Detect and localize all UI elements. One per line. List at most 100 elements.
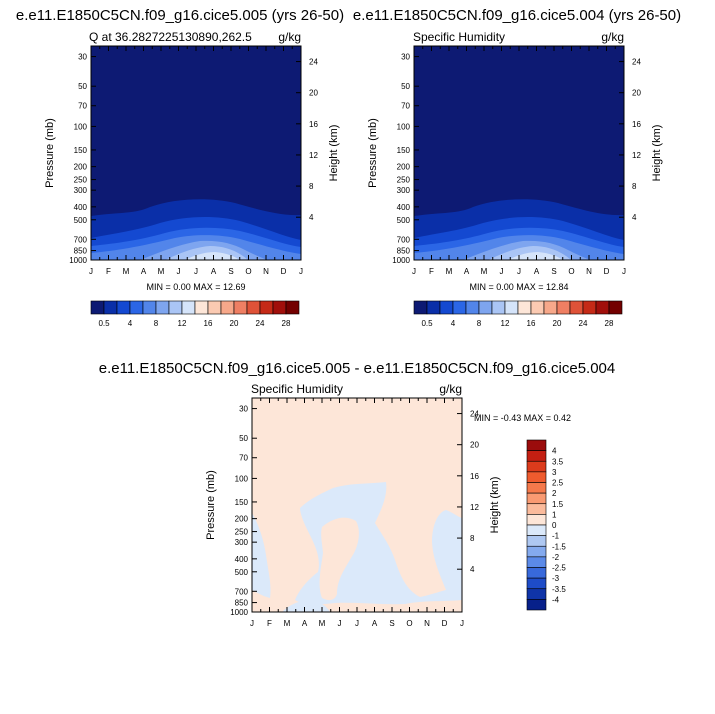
y-right-tick-label: 12 [470, 503, 479, 512]
x-tick-label: S [228, 267, 233, 276]
x-tick-label: M [446, 267, 453, 276]
colorbar-box [517, 300, 532, 315]
panel2-title: e.e11.E1850C5CN.f09_g16.cice5.004 (yrs 2… [353, 7, 681, 24]
panel1-ylabel: Pressure (mb) [44, 118, 56, 188]
y-right-tick-label: 16 [470, 472, 479, 481]
colorbar-box [168, 300, 183, 315]
panel2-subtitle-right: g/kg [601, 30, 624, 44]
y-tick-label: 300 [397, 186, 411, 195]
y-tick-label: 150 [397, 146, 411, 155]
x-tick-label: O [568, 267, 574, 276]
x-tick-label: N [424, 619, 430, 628]
panel3-stats: MIN = -0.43 MAX = 0.42 [474, 413, 571, 423]
colorbar-box [526, 482, 547, 494]
colorbar-box [220, 300, 235, 315]
y-tick-label: 30 [78, 53, 87, 62]
colorbar-box [569, 300, 584, 315]
colorbar-box [526, 588, 547, 600]
colorbar-box [526, 514, 547, 526]
panel3-subtitle-right: g/kg [439, 382, 462, 396]
y-tick-label: 50 [239, 434, 248, 443]
y-tick-label: 1000 [69, 256, 87, 265]
panel3-ylabel: Pressure (mb) [205, 470, 217, 540]
colorbar-label: 8 [477, 319, 482, 328]
y-tick-label: 200 [397, 163, 411, 172]
colorbar-label: -2 [552, 553, 560, 562]
y-right-tick-label: 24 [470, 410, 479, 419]
colorbar-box [194, 300, 209, 315]
y-tick-label: 100 [235, 474, 249, 483]
y-right-tick-label: 12 [309, 151, 318, 160]
panel3-ylabel-right: Height (km) [489, 477, 501, 534]
y-tick-label: 250 [397, 176, 411, 185]
x-tick-label: M [284, 619, 291, 628]
y-right-tick-label: 12 [632, 151, 641, 160]
colorbar-label: 3 [552, 468, 557, 477]
y-tick-label: 70 [401, 102, 410, 111]
colorbar-box [272, 300, 287, 315]
y-tick-label: 100 [74, 122, 88, 131]
y-tick-label: 500 [235, 568, 249, 577]
y-tick-label: 500 [74, 216, 88, 225]
colorbar-label: 16 [204, 319, 213, 328]
y-tick-label: 850 [397, 247, 411, 256]
colorbar-box [526, 599, 547, 611]
colorbar-box [526, 577, 547, 590]
y-tick-label: 50 [401, 82, 410, 91]
colorbar-box [129, 300, 144, 315]
y-tick-label: 150 [235, 498, 249, 507]
panel3-colorbar: 43.5 3 2.52 1.51 0 -1-1.5 -2 -2.5-3 -3.5-4 [526, 439, 566, 611]
colorbar-label: 24 [256, 319, 265, 328]
colorbar-box [207, 300, 222, 315]
panel2-subtitle-left: Specific Humidity [413, 30, 505, 44]
x-tick-label: J [622, 267, 626, 276]
y-tick-label: 200 [235, 515, 249, 524]
colorbar-box [426, 300, 441, 315]
x-tick-label: J [517, 267, 521, 276]
colorbar-label: 20 [553, 319, 562, 328]
x-tick-label: A [534, 267, 540, 276]
y-tick-label: 1000 [230, 608, 248, 617]
x-tick-label: N [263, 267, 269, 276]
y-tick-label: 1000 [392, 256, 410, 265]
y-right-tick-label: 20 [470, 441, 479, 450]
colorbar-box [526, 460, 547, 473]
panel1-stats: MIN = 0.00 MAX = 12.69 [146, 282, 245, 292]
y-tick-label: 850 [235, 599, 249, 608]
y-tick-label: 100 [397, 122, 411, 131]
panel1-contour-980 [185, 252, 240, 260]
colorbar-label: 28 [605, 319, 614, 328]
colorbar-label: 24 [579, 319, 588, 328]
panel3-negative-region-left [252, 513, 271, 598]
colorbar-box [413, 300, 428, 315]
x-tick-label: J [460, 619, 464, 628]
x-tick-label: F [267, 619, 272, 628]
colorbar-label: 20 [230, 319, 239, 328]
x-tick-label: A [141, 267, 147, 276]
colorbar-box [478, 300, 493, 315]
colorbar-box [595, 300, 610, 315]
colorbar-label: 2.5 [552, 479, 564, 488]
panel3-title: e.e11.E1850C5CN.f09_g16.cice5.005 - e.e1… [99, 360, 615, 377]
colorbar-box [526, 439, 547, 451]
panel1-subtitle-left: Q at 36.2827225130890,262.5 [89, 30, 252, 44]
colorbar-label: 8 [154, 319, 159, 328]
y-tick-label: 150 [74, 146, 88, 155]
panel1-ylabel-right: Height (km) [328, 125, 340, 182]
colorbar-box [526, 545, 547, 558]
x-tick-label: D [281, 267, 287, 276]
colorbar-label: -1.5 [552, 542, 566, 551]
x-tick-label: J [177, 267, 181, 276]
colorbar-box [452, 300, 467, 315]
panel1-title: e.e11.E1850C5CN.f09_g16.cice5.005 (yrs 2… [16, 7, 344, 24]
x-tick-label: J [338, 619, 342, 628]
x-tick-label: F [429, 267, 434, 276]
colorbar-label: 12 [178, 319, 187, 328]
colorbar-box [246, 300, 261, 315]
y-right-tick-label: 24 [632, 58, 641, 67]
panel2-ylabel-right: Height (km) [651, 125, 663, 182]
